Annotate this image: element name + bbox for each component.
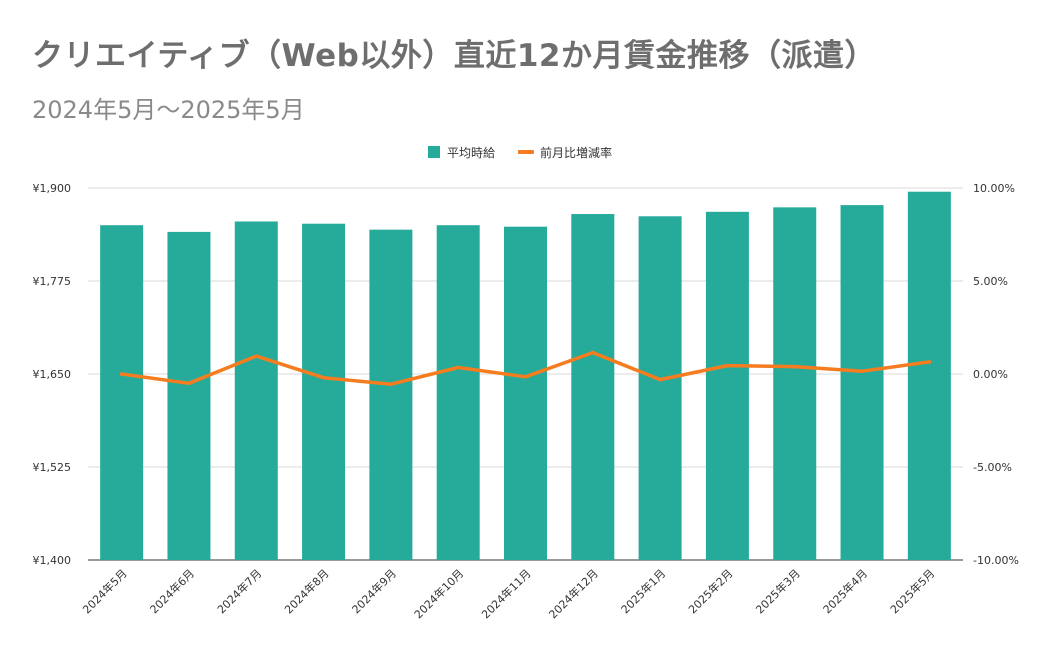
line-point	[119, 372, 124, 376]
line-point	[927, 360, 932, 364]
x-axis-tick-label: 2025年5月	[887, 566, 937, 616]
legend-swatch-line	[518, 150, 534, 154]
x-axis-tick-label: 2024年8月	[281, 566, 331, 616]
left-axis-tick-label: ¥1,775	[33, 275, 72, 288]
line-point	[254, 354, 259, 358]
legend-label-bar: 平均時給	[447, 146, 495, 160]
left-axis-tick-label: ¥1,900	[33, 182, 72, 195]
legend-swatch-bar	[428, 146, 440, 158]
right-axis-tick-label: -5.00%	[973, 461, 1012, 474]
bar	[907, 191, 951, 560]
bar	[840, 205, 884, 560]
x-axis-tick-label: 2024年6月	[147, 566, 197, 616]
bar	[302, 223, 346, 560]
x-axis-tick-label: 2025年1月	[618, 566, 668, 616]
x-axis-tick-label: 2024年9月	[349, 566, 399, 616]
right-axis-tick-label: 10.00%	[973, 182, 1015, 195]
left-axis-tick-label: ¥1,400	[33, 554, 72, 567]
x-axis-tick-label: 2024年10月	[411, 566, 466, 621]
legend: 平均時給 前月比増減率	[428, 145, 612, 160]
bar	[571, 214, 615, 561]
x-axis-tick-label: 2024年7月	[214, 566, 264, 616]
x-axis-tick-label: 2024年5月	[80, 566, 130, 616]
line-point	[860, 369, 864, 374]
line-point	[187, 381, 191, 386]
bar	[234, 221, 278, 561]
bar	[369, 229, 413, 560]
x-axis-tick-label: 2024年12月	[546, 566, 601, 621]
x-axis-tick-label: 2024年11月	[478, 566, 533, 621]
line-point	[792, 364, 797, 369]
right-axis-tick-label: 0.00%	[973, 368, 1008, 381]
line-point	[523, 374, 528, 379]
line-series	[119, 350, 932, 387]
right-axis-ticks: -10.00% -5.00% 0.00% 5.00% 10.00%	[973, 182, 1019, 567]
x-axis-tick-label: 2025年3月	[753, 566, 803, 616]
bar	[504, 226, 547, 561]
x-axis-tick-label: 2025年4月	[820, 566, 870, 616]
x-axis-ticks: 2024年5月 2024年6月 2024年7月 2024年8月 2024年9月 2024年…	[80, 566, 938, 621]
line-point	[658, 377, 662, 382]
chart-subtitle: 2024年5月～2025年5月	[32, 96, 305, 124]
bar-series	[100, 191, 951, 561]
left-axis-ticks: ¥1,400 ¥1,525 ¥1,650 ¥1,775 ¥1,900	[33, 182, 72, 567]
right-axis-tick-label: -10.00%	[973, 554, 1019, 567]
line-point	[725, 363, 730, 368]
line-point	[321, 375, 326, 380]
bar	[773, 207, 817, 560]
bar	[436, 225, 480, 560]
line-point	[456, 365, 460, 370]
line-point	[389, 382, 393, 387]
x-axis-tick-label: 2025年2月	[685, 566, 735, 616]
bar	[638, 216, 682, 560]
left-axis-tick-label: ¥1,650	[33, 368, 72, 381]
line-point	[591, 350, 595, 355]
legend-label-line: 前月比増減率	[540, 145, 612, 160]
chart-title: クリエイティブ（Web以外）直近12か月賃金推移（派遣）	[32, 38, 876, 74]
bar	[705, 211, 749, 561]
bar	[167, 231, 211, 560]
left-axis-tick-label: ¥1,525	[33, 461, 72, 474]
bar	[100, 225, 144, 560]
right-axis-tick-label: 5.00%	[973, 275, 1008, 288]
